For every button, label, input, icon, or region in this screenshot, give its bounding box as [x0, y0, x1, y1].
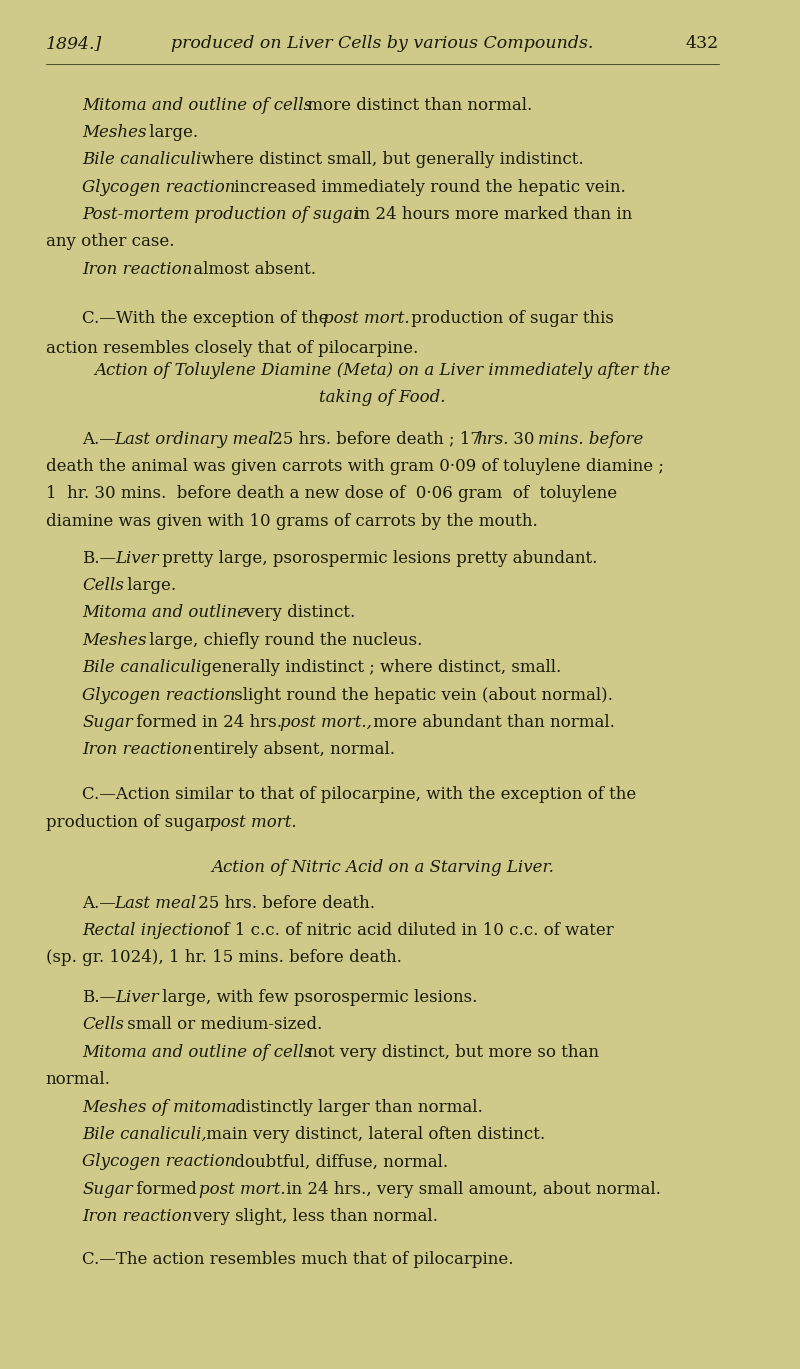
Text: C.—Action similar to that of pilocarpine, with the exception of the: C.—Action similar to that of pilocarpine…	[82, 787, 637, 804]
Text: taking of Food.: taking of Food.	[319, 390, 446, 407]
Text: formed: formed	[130, 1181, 202, 1198]
Text: very distinct.: very distinct.	[240, 605, 355, 622]
Text: entirely absent, normal.: entirely absent, normal.	[188, 742, 394, 758]
Text: Liver: Liver	[115, 990, 158, 1006]
Text: 25 hrs. before death ; 17: 25 hrs. before death ; 17	[267, 431, 486, 448]
Text: post mort.: post mort.	[210, 815, 297, 831]
Text: action resembles closely that of pilocarpine.: action resembles closely that of pilocar…	[46, 341, 418, 357]
Text: Mitoma and outline of cells: Mitoma and outline of cells	[82, 97, 312, 114]
Text: Sugar: Sugar	[82, 1181, 133, 1198]
Text: A.—: A.—	[82, 895, 116, 912]
Text: production of sugar: production of sugar	[46, 815, 218, 831]
Text: normal.: normal.	[46, 1072, 110, 1088]
Text: Glycogen reaction: Glycogen reaction	[82, 687, 236, 704]
Text: Bile canaliculi,: Bile canaliculi,	[82, 1127, 207, 1143]
Text: of 1 c.c. of nitric acid diluted in 10 c.c. of water: of 1 c.c. of nitric acid diluted in 10 c…	[208, 923, 614, 939]
Text: doubtful, diffuse, normal.: doubtful, diffuse, normal.	[229, 1154, 448, 1170]
Text: post mort.: post mort.	[323, 311, 410, 327]
Text: very slight, less than normal.: very slight, less than normal.	[188, 1209, 438, 1225]
Text: Cells: Cells	[82, 578, 124, 594]
Text: where distinct small, but generally indistinct.: where distinct small, but generally indi…	[196, 152, 584, 168]
Text: 30: 30	[508, 431, 539, 448]
Text: Iron reaction: Iron reaction	[82, 742, 193, 758]
Text: slight round the hepatic vein (about normal).: slight round the hepatic vein (about nor…	[229, 687, 613, 704]
Text: Mitoma and outline: Mitoma and outline	[82, 605, 247, 622]
Text: any other case.: any other case.	[46, 234, 174, 251]
Text: not very distinct, but more so than: not very distinct, but more so than	[302, 1045, 599, 1061]
Text: increased immediately round the hepatic vein.: increased immediately round the hepatic …	[229, 179, 626, 196]
Text: Cells: Cells	[82, 1017, 124, 1034]
Text: C.—The action resembles much that of pilocarpine.: C.—The action resembles much that of pil…	[82, 1251, 514, 1268]
Text: formed in 24 hrs.: formed in 24 hrs.	[130, 715, 287, 731]
Text: Meshes of mitoma: Meshes of mitoma	[82, 1099, 237, 1116]
Text: small or medium-sized.: small or medium-sized.	[122, 1017, 322, 1034]
Text: Mitoma and outline of cells: Mitoma and outline of cells	[82, 1045, 312, 1061]
Text: post mort.: post mort.	[198, 1181, 285, 1198]
Text: in 24 hours more marked than in: in 24 hours more marked than in	[349, 207, 632, 223]
Text: mins. before: mins. before	[538, 431, 643, 448]
Text: pretty large, psorospermic lesions pretty abundant.: pretty large, psorospermic lesions prett…	[157, 550, 597, 567]
Text: 1894.]: 1894.]	[46, 36, 102, 52]
Text: Last ordinary meal: Last ordinary meal	[114, 431, 274, 448]
Text: main very distinct, lateral often distinct.: main very distinct, lateral often distin…	[202, 1127, 546, 1143]
Text: hrs.: hrs.	[477, 431, 509, 448]
Text: Last meal: Last meal	[114, 895, 197, 912]
Text: large, chiefly round the nucleus.: large, chiefly round the nucleus.	[144, 632, 422, 649]
Text: B.—: B.—	[82, 990, 116, 1006]
Text: B.—: B.—	[82, 550, 116, 567]
Text: large.: large.	[144, 125, 198, 141]
Text: large.: large.	[122, 578, 176, 594]
Text: Bile canaliculi: Bile canaliculi	[82, 660, 202, 676]
Text: produced on Liver Cells by various Compounds.: produced on Liver Cells by various Compo…	[171, 36, 594, 52]
Text: production of sugar this: production of sugar this	[406, 311, 614, 327]
Text: Bile canaliculi: Bile canaliculi	[82, 152, 202, 168]
Text: 432: 432	[686, 36, 719, 52]
Text: in 24 hrs., very small amount, about normal.: in 24 hrs., very small amount, about nor…	[282, 1181, 662, 1198]
Text: 25 hrs. before death.: 25 hrs. before death.	[193, 895, 375, 912]
Text: Rectal injection: Rectal injection	[82, 923, 214, 939]
Text: more abundant than normal.: more abundant than normal.	[368, 715, 614, 731]
Text: Post-mortem production of sugar: Post-mortem production of sugar	[82, 207, 361, 223]
Text: distinctly larger than normal.: distinctly larger than normal.	[230, 1099, 482, 1116]
Text: Action of Toluylene Diamine (Meta) on a Liver immediately after the: Action of Toluylene Diamine (Meta) on a …	[94, 363, 670, 379]
Text: Meshes: Meshes	[82, 632, 146, 649]
Text: Iron reaction: Iron reaction	[82, 1209, 193, 1225]
Text: more distinct than normal.: more distinct than normal.	[302, 97, 533, 114]
Text: Meshes: Meshes	[82, 125, 146, 141]
Text: 1  hr. 30 mins.  before death a new dose of  0·06 gram  of  toluylene: 1 hr. 30 mins. before death a new dose o…	[46, 486, 617, 502]
Text: (sp. gr. 1024), 1 hr. 15 mins. before death.: (sp. gr. 1024), 1 hr. 15 mins. before de…	[46, 950, 402, 967]
Text: A.—: A.—	[82, 431, 116, 448]
Text: C.—With the exception of the: C.—With the exception of the	[82, 311, 334, 327]
Text: diamine was given with 10 grams of carrots by the mouth.: diamine was given with 10 grams of carro…	[46, 513, 538, 530]
Text: almost absent.: almost absent.	[188, 261, 316, 278]
Text: generally indistinct ; where distinct, small.: generally indistinct ; where distinct, s…	[196, 660, 562, 676]
Text: Glycogen reaction: Glycogen reaction	[82, 179, 236, 196]
Text: Glycogen reaction: Glycogen reaction	[82, 1154, 236, 1170]
Text: Liver: Liver	[115, 550, 158, 567]
Text: post mort.,: post mort.,	[280, 715, 372, 731]
Text: death the animal was given carrots with gram 0·09 of toluylene diamine ;: death the animal was given carrots with …	[46, 459, 664, 475]
Text: Sugar: Sugar	[82, 715, 133, 731]
Text: Iron reaction: Iron reaction	[82, 261, 193, 278]
Text: large, with few psorospermic lesions.: large, with few psorospermic lesions.	[157, 990, 477, 1006]
Text: Action of Nitric Acid on a Starving Liver.: Action of Nitric Acid on a Starving Live…	[211, 860, 554, 876]
